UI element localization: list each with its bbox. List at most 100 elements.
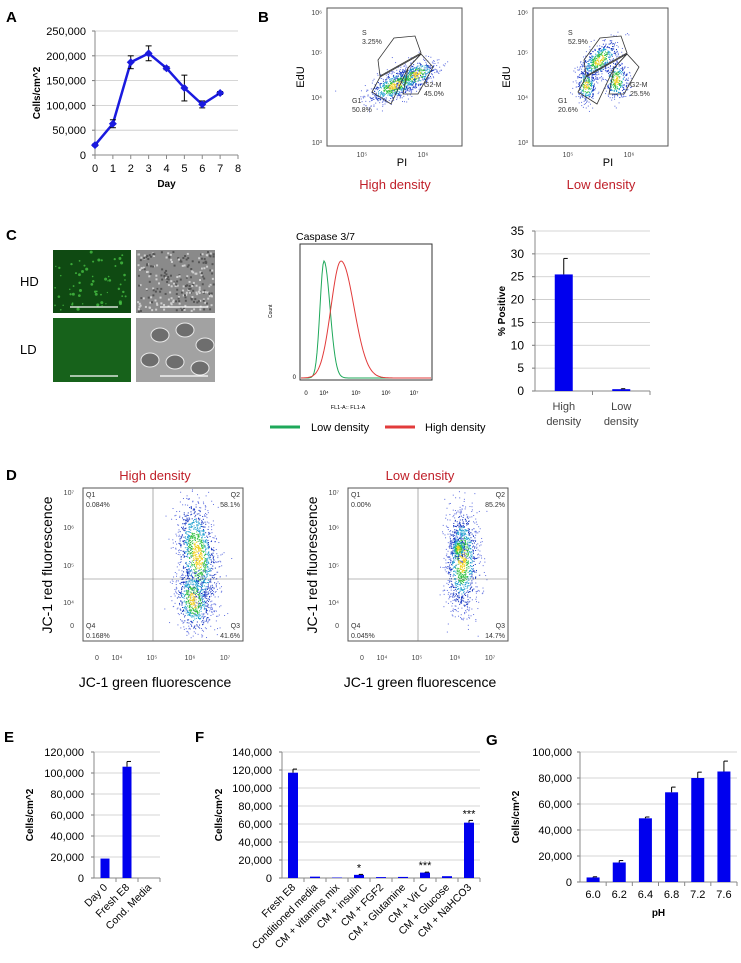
event-dot: [393, 84, 395, 86]
event-dot: [587, 67, 589, 69]
event-dot: [385, 87, 387, 89]
event-dot: [213, 603, 215, 605]
event-dot: [456, 551, 458, 553]
event-dot: [189, 608, 191, 610]
event-dot: [624, 66, 626, 68]
event-dot: [595, 57, 597, 59]
event-dot: [183, 594, 185, 596]
event-dot: [186, 569, 188, 571]
texture: [184, 285, 187, 288]
event-dot: [471, 571, 473, 573]
event-dot: [194, 534, 196, 536]
texture: [208, 295, 211, 298]
event-dot: [392, 97, 394, 99]
panel-label-a: A: [6, 9, 17, 26]
event-dot: [174, 515, 176, 517]
event-dot: [472, 570, 474, 572]
event-dot: [204, 508, 206, 510]
texture: [177, 296, 180, 299]
event-dot: [193, 569, 195, 571]
event-dot: [382, 84, 384, 86]
event-dot: [191, 588, 193, 590]
texture: [190, 268, 193, 271]
event-dot: [589, 64, 591, 66]
event-dot: [610, 90, 612, 92]
event-dot: [187, 576, 189, 578]
event-dot: [459, 549, 461, 551]
event-dot: [617, 52, 619, 54]
event-dot: [187, 536, 189, 538]
event-dot: [604, 62, 606, 64]
event-dot: [433, 65, 435, 67]
y-axis-label: JC-1 red fluorescence: [39, 496, 55, 633]
event-dot: [413, 67, 415, 69]
event-dot: [193, 627, 195, 629]
event-dot: [396, 95, 398, 97]
event-dot: [374, 84, 376, 86]
event-dot: [618, 89, 620, 91]
event-dot: [601, 57, 603, 59]
event-dot: [399, 92, 401, 94]
event-dot: [193, 604, 195, 606]
event-dot: [413, 73, 415, 75]
event-dot: [220, 561, 222, 563]
event-dot: [199, 534, 201, 536]
event-dot: [445, 525, 447, 527]
event-dot: [197, 540, 199, 542]
event-dot: [205, 608, 207, 610]
event-dot: [207, 548, 209, 550]
event-dot: [615, 72, 617, 74]
texture: [151, 301, 154, 304]
event-dot: [209, 580, 211, 582]
event-dot: [425, 73, 427, 75]
event-dot: [202, 551, 204, 553]
event-dot: [597, 51, 599, 53]
event-dot: [196, 524, 198, 526]
event-dot: [185, 583, 187, 585]
event-dot: [616, 87, 618, 89]
x-axis-label: JC-1 green fluorescence: [79, 674, 232, 690]
fluorescent-speck: [81, 303, 84, 305]
event-dot: [197, 614, 199, 616]
event-dot: [195, 538, 197, 540]
event-dot: [585, 99, 587, 101]
event-dot: [570, 92, 572, 94]
event-dot: [379, 83, 381, 85]
event-dot: [206, 553, 208, 555]
event-dot: [412, 72, 414, 74]
event-dot: [619, 84, 621, 86]
event-dot: [379, 94, 381, 96]
event-dot: [601, 59, 603, 61]
event-dot: [190, 556, 192, 558]
event-dot: [190, 582, 192, 584]
event-dot: [191, 548, 193, 550]
event-dot: [335, 90, 337, 92]
event-dot: [211, 603, 213, 605]
event-dot: [465, 563, 467, 565]
micrographs: HD LD: [20, 250, 215, 382]
event-dot: [388, 77, 390, 79]
event-dot: [390, 98, 392, 100]
texture: [198, 261, 201, 264]
event-dot: [412, 75, 414, 77]
event-dot: [191, 616, 193, 618]
texture: [199, 308, 202, 311]
event-dot: [399, 87, 401, 89]
event-dot: [611, 55, 613, 57]
event-dot: [588, 86, 590, 88]
event-dot: [408, 77, 410, 79]
event-dot: [204, 549, 206, 551]
event-dot: [596, 76, 598, 78]
event-dot: [190, 591, 192, 593]
event-dot: [212, 613, 214, 615]
fluorescent-speck: [71, 303, 74, 306]
event-dot: [468, 591, 470, 593]
event-dot: [195, 504, 197, 506]
event-dot: [583, 91, 585, 93]
event-dot: [458, 568, 460, 570]
event-dot: [183, 571, 185, 573]
texture: [151, 309, 154, 312]
event-dot: [610, 79, 612, 81]
event-dot: [382, 93, 384, 95]
event-dot: [184, 522, 186, 524]
